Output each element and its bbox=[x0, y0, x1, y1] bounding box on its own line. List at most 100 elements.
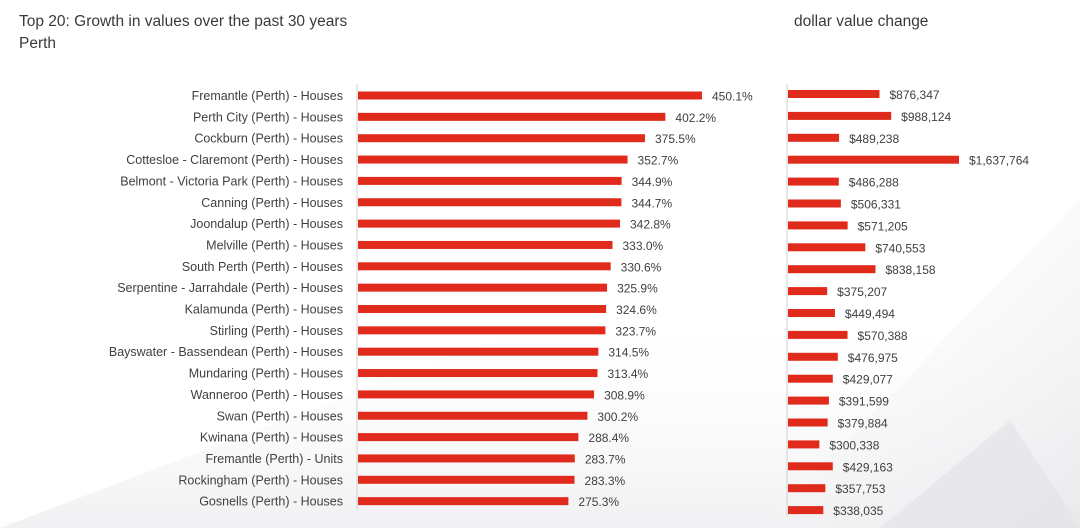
growth-value-label: 314.5% bbox=[608, 346, 649, 360]
growth-bar bbox=[358, 454, 575, 463]
growth-value-label: 402.2% bbox=[675, 111, 716, 125]
category-label: Cockburn (Perth) - Houses bbox=[194, 132, 343, 146]
dollar-value-label: $988,124 bbox=[901, 110, 951, 124]
category-label: Melville (Perth) - Houses bbox=[206, 238, 343, 252]
category-label: Kwinana (Perth) - Houses bbox=[200, 431, 343, 445]
growth-bar bbox=[358, 326, 606, 335]
dollar-value-label: $379,884 bbox=[838, 417, 888, 431]
growth-value-label: 283.7% bbox=[585, 452, 626, 466]
dollar-value-label: $375,207 bbox=[837, 285, 887, 299]
category-label: South Perth (Perth) - Houses bbox=[182, 260, 343, 274]
growth-value-label: 325.9% bbox=[617, 282, 658, 296]
category-label: Cottesloe - Claremont (Perth) - Houses bbox=[126, 153, 343, 167]
dollar-change-chart: $876,347 $988,124$489,238 $1,637,764 $486,2… bbox=[786, 84, 1029, 518]
category-label: Gosnells (Perth) - Houses bbox=[199, 495, 343, 509]
dollar-value-label: $391,599 bbox=[839, 395, 889, 409]
dollar-value-label: $1,637,764 bbox=[969, 154, 1029, 168]
dollar-bar bbox=[788, 418, 828, 427]
growth-bar bbox=[358, 305, 607, 313]
dollar-value-label: $571,205 bbox=[858, 219, 908, 233]
growth-value-label: 308.9% bbox=[604, 388, 645, 402]
category-label: Fremantle (Perth) - Houses bbox=[192, 89, 343, 103]
growth-bar bbox=[358, 433, 579, 442]
growth-bar bbox=[358, 91, 702, 100]
growth-bar bbox=[358, 198, 622, 207]
dollar-bar bbox=[788, 111, 892, 120]
growth-value-label: 323.7% bbox=[615, 324, 656, 338]
dollar-value-label: $876,347 bbox=[889, 88, 939, 102]
category-label: Perth City (Perth) - Houses bbox=[193, 110, 343, 124]
category-label: Fremantle (Perth) - Units bbox=[205, 452, 343, 466]
growth-value-label: 283.3% bbox=[585, 474, 626, 488]
growth-bar bbox=[358, 112, 666, 121]
growth-bar bbox=[358, 219, 620, 228]
growth-value-label: 288.4% bbox=[588, 431, 629, 445]
dollar-bar bbox=[788, 155, 959, 164]
dollar-bar bbox=[788, 287, 828, 296]
growth-value-label: 450.1% bbox=[712, 90, 753, 104]
growth-value-label: 352.7% bbox=[638, 154, 679, 168]
growth-bar bbox=[358, 155, 628, 164]
dollar-bar bbox=[788, 221, 848, 230]
dollar-value-label: $570,388 bbox=[858, 329, 908, 343]
dollar-value-label: $489,238 bbox=[849, 132, 899, 146]
dollar-bar bbox=[788, 265, 876, 274]
growth-bar bbox=[358, 497, 569, 506]
category-label: Serpentine - Jarrahdale (Perth) - Houses bbox=[117, 281, 343, 295]
dollar-value-label: $300,338 bbox=[829, 438, 879, 452]
dollar-value-label: $429,163 bbox=[843, 460, 893, 474]
growth-bar bbox=[358, 369, 598, 378]
growth-value-label: 342.8% bbox=[630, 218, 671, 232]
dollar-bar bbox=[788, 243, 866, 252]
dollar-value-label: $740,553 bbox=[875, 241, 925, 255]
growth-value-label: 330.6% bbox=[621, 260, 662, 274]
dollar-value-label: $429,077 bbox=[843, 373, 893, 387]
dollar-bar bbox=[788, 177, 839, 186]
growth-bar bbox=[358, 347, 599, 356]
growth-value-label: 344.9% bbox=[632, 175, 673, 189]
dollar-value-label: $449,494 bbox=[845, 307, 895, 321]
growth-value-label: 344.7% bbox=[631, 196, 672, 210]
dollar-bar bbox=[788, 199, 841, 208]
growth-value-label: 275.3% bbox=[578, 495, 619, 509]
category-label: Mundaring (Perth) - Houses bbox=[189, 367, 343, 381]
dollar-bar bbox=[788, 374, 833, 383]
dollar-bar bbox=[788, 440, 820, 449]
category-label: Swan (Perth) - Houses bbox=[217, 409, 343, 423]
category-label: Wanneroo (Perth) - Houses bbox=[191, 388, 343, 402]
chart-subtitle: Perth bbox=[19, 35, 57, 52]
category-label: Canning (Perth) - Houses bbox=[201, 196, 343, 210]
dollar-value-label: $506,331 bbox=[851, 198, 901, 212]
growth-bar bbox=[358, 411, 588, 420]
dollar-bar bbox=[788, 352, 838, 361]
growth-bar bbox=[358, 262, 611, 271]
dollar-value-label: $838,158 bbox=[886, 263, 936, 277]
dollar-bar bbox=[788, 133, 840, 142]
growth-bar bbox=[358, 134, 645, 143]
dollar-bar bbox=[788, 484, 826, 493]
growth-bar bbox=[358, 475, 575, 484]
category-label: Kalamunda (Perth) - Houses bbox=[185, 303, 343, 317]
dollar-chart-title: dollar value change bbox=[794, 13, 929, 30]
growth-bar bbox=[358, 176, 622, 185]
growth-value-label: 375.5% bbox=[655, 132, 696, 146]
dollar-value-label: $476,975 bbox=[848, 351, 898, 365]
growth-value-label: 333.0% bbox=[623, 239, 664, 253]
growth-value-label: 313.4% bbox=[608, 367, 649, 381]
dollar-value-label: $338,035 bbox=[833, 504, 883, 518]
dollar-bar bbox=[788, 506, 824, 515]
dollar-bar bbox=[788, 462, 833, 471]
growth-bar bbox=[358, 390, 595, 399]
chart-title: Top 20: Growth in values over the past 3… bbox=[19, 13, 348, 30]
category-label: Belmont - Victoria Park (Perth) - Houses bbox=[120, 174, 343, 188]
growth-percent-chart: Fremantle (Perth) - Houses 450.1% Perth Ci… bbox=[109, 84, 753, 510]
category-label: Rockingham (Perth) - Houses bbox=[178, 473, 343, 487]
dollar-bar bbox=[788, 396, 829, 405]
growth-bar bbox=[358, 283, 608, 292]
dollar-bar bbox=[788, 309, 835, 317]
dollar-value-label: $486,288 bbox=[849, 176, 899, 190]
dollar-bar bbox=[788, 90, 880, 98]
dollar-value-label: $357,753 bbox=[835, 482, 885, 496]
category-label: Bayswater - Bassendean (Perth) - Houses bbox=[109, 345, 343, 359]
